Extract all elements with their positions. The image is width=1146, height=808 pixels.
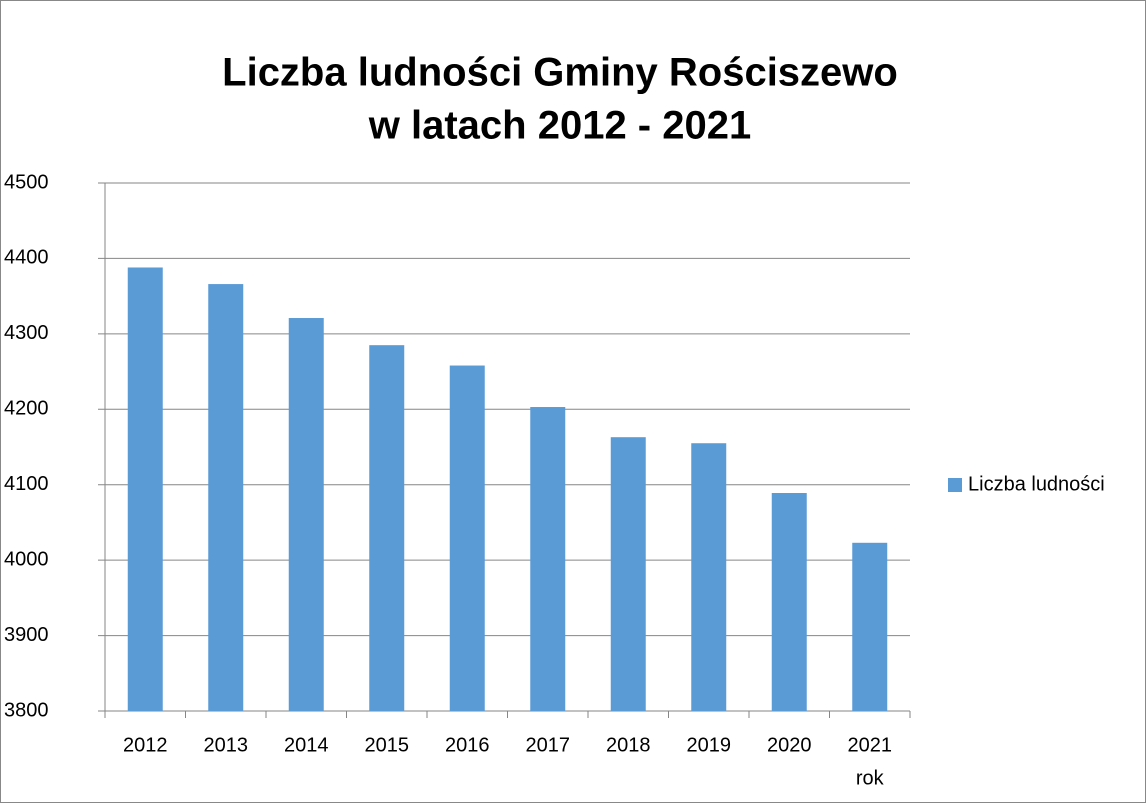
y-tick-label: 3800: [4, 699, 49, 721]
x-tick-label: 2018: [606, 734, 651, 756]
bar: [208, 284, 244, 711]
bar: [691, 443, 727, 711]
legend-swatch: [948, 478, 962, 492]
x-tick-label: 2012: [123, 734, 168, 756]
y-tick-label: 4100: [4, 473, 49, 495]
x-axis-label: rok: [856, 767, 885, 789]
bar: [610, 437, 646, 711]
y-tick-label: 4000: [4, 548, 49, 570]
x-tick-label: 2019: [687, 734, 732, 756]
x-tick-label: 2021: [848, 734, 893, 756]
y-tick-label: 4200: [4, 398, 49, 420]
chart-title: Liczba ludności Gminy Rościszewo: [222, 51, 898, 95]
bar: [449, 365, 485, 711]
chart-title: w latach 2012 - 2021: [368, 104, 751, 148]
bar: [771, 493, 807, 711]
x-tick-label: 2015: [365, 734, 410, 756]
x-tick-label: 2020: [767, 734, 812, 756]
y-tick-label: 3900: [4, 624, 49, 646]
x-tick-label: 2014: [284, 734, 329, 756]
bar: [852, 542, 888, 711]
legend-label: Liczba ludności: [968, 473, 1105, 495]
bar: [369, 345, 405, 711]
bar: [288, 318, 324, 711]
x-tick-label: 2017: [526, 734, 571, 756]
y-tick-label: 4300: [4, 322, 49, 344]
y-tick-label: 4400: [4, 247, 49, 269]
bar: [530, 407, 566, 711]
x-tick-label: 2013: [204, 734, 249, 756]
bar: [127, 267, 163, 711]
y-tick-label: 4500: [4, 171, 49, 193]
x-tick-label: 2016: [445, 734, 490, 756]
